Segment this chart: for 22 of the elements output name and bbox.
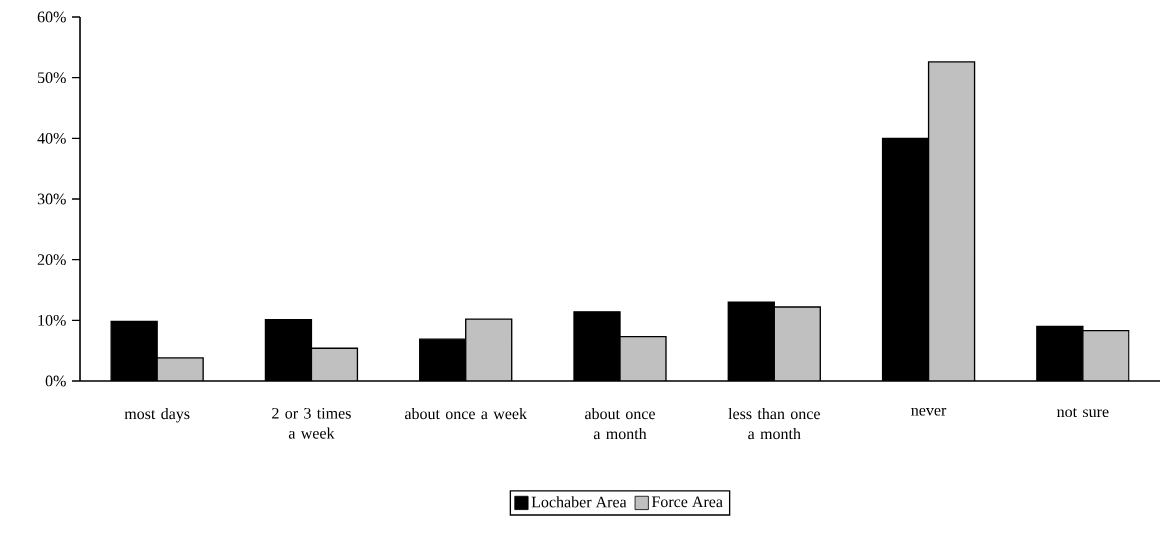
x-tick-label: about once a month (585, 407, 655, 440)
x-tick-label: less than once a month (728, 407, 820, 440)
bar (928, 61, 975, 381)
bar (465, 319, 512, 381)
y-tick-label: 30% (37, 193, 66, 205)
x-tick-label: not sure (1057, 407, 1109, 418)
x-tick-label: about once a week (404, 407, 528, 420)
x-tick-label: most days (124, 407, 190, 423)
y-tick-label: 40% (37, 132, 66, 144)
bar (1082, 329, 1130, 381)
x-tick-label: 2 or 3 times a week (272, 407, 351, 439)
bar (774, 306, 821, 381)
x-tick-label: never (911, 407, 947, 416)
y-tick-label: 10% (38, 314, 66, 326)
legend-label: Lochaber Area (531, 496, 627, 508)
y-tick-label: 20% (37, 254, 66, 266)
bar (311, 348, 358, 381)
y-tick-label: 0% (45, 375, 66, 387)
bar (620, 336, 666, 381)
legend-label: Force Area (651, 496, 723, 508)
y-tick-label: 60% (37, 11, 66, 23)
y-tick-label: 50% (38, 72, 66, 84)
